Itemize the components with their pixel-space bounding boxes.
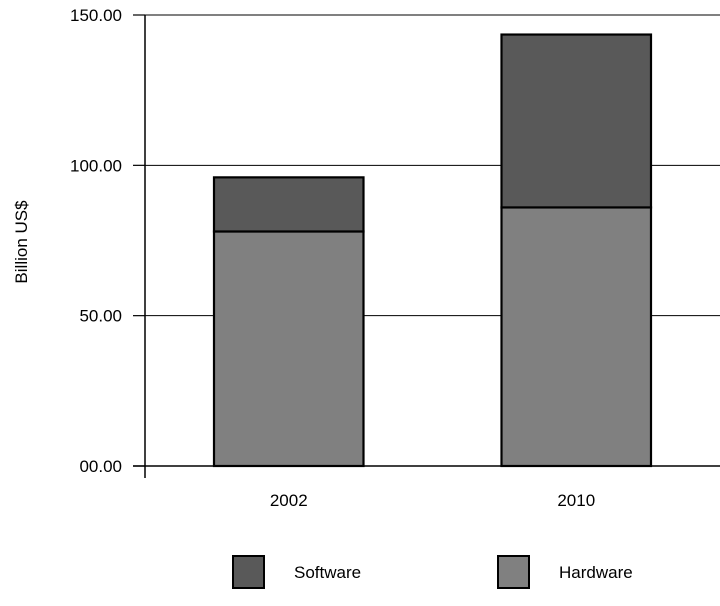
bars <box>212 33 653 468</box>
legend-label-hardware: Hardware <box>559 563 633 582</box>
y-tick-label: 50.00 <box>79 307 122 326</box>
x-ticks: 2002 2010 <box>270 491 595 510</box>
y-tick-label: 00.00 <box>79 457 122 476</box>
bar-hardware-2010 <box>500 206 653 468</box>
y-ticks: 00.00 50.00 100.00 150.00 <box>70 6 145 476</box>
axes <box>133 15 720 478</box>
legend-label-software: Software <box>294 563 361 582</box>
bar-software-2002 <box>212 176 365 233</box>
bar-software-2010 <box>500 33 653 209</box>
legend-swatch-hardware <box>497 555 530 589</box>
legend-swatch-software <box>232 555 265 589</box>
legend: Software Hardware <box>232 555 633 589</box>
y-tick-label: 100.00 <box>70 156 122 175</box>
x-tick-label: 2010 <box>557 491 595 510</box>
y-axis-title: Billion US$ <box>12 200 31 284</box>
x-tick-label: 2002 <box>270 491 308 510</box>
bar-hardware-2002 <box>212 230 365 468</box>
y-tick-label: 150.00 <box>70 6 122 25</box>
